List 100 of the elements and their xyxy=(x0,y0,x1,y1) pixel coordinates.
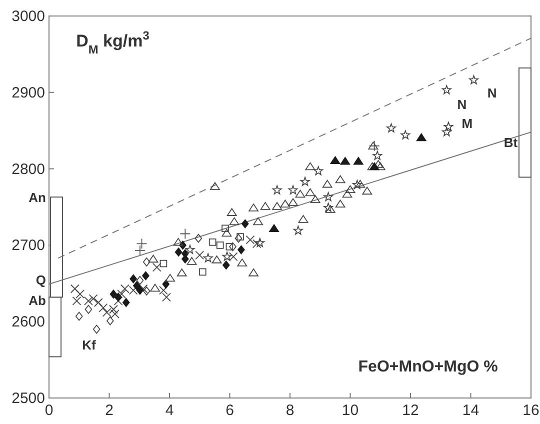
point xyxy=(305,162,316,170)
point xyxy=(210,182,220,190)
point xyxy=(180,228,191,240)
point xyxy=(310,195,320,203)
point xyxy=(442,85,452,94)
point xyxy=(114,296,123,306)
point xyxy=(229,217,240,226)
point xyxy=(314,166,324,176)
point xyxy=(252,239,262,248)
point xyxy=(253,217,264,226)
point xyxy=(293,226,303,235)
point xyxy=(272,202,282,210)
point xyxy=(75,312,83,321)
point xyxy=(248,268,258,276)
annotation: Bt xyxy=(504,135,518,150)
text: Q xyxy=(36,272,46,288)
point xyxy=(330,156,340,164)
point xyxy=(228,252,238,262)
point xyxy=(136,238,148,250)
point xyxy=(272,185,282,194)
y-axis-title: D$_{M}$ kg/m$^{3}$ xyxy=(76,28,150,57)
point xyxy=(246,235,255,244)
point xyxy=(335,175,346,184)
point xyxy=(159,286,168,295)
point xyxy=(238,245,245,254)
point xyxy=(444,122,454,131)
annotation: M xyxy=(462,116,473,131)
point xyxy=(342,190,352,198)
x-tick-label: 14 xyxy=(462,402,480,419)
point xyxy=(150,284,160,292)
x-tick-label: 6 xyxy=(226,402,234,419)
point xyxy=(160,260,168,268)
point xyxy=(142,286,150,296)
point xyxy=(195,250,204,260)
point xyxy=(130,274,137,284)
point xyxy=(174,248,182,257)
point xyxy=(110,290,118,299)
x-tick-label: 0 xyxy=(44,402,54,419)
point xyxy=(222,228,232,237)
point xyxy=(176,268,187,276)
point xyxy=(117,290,126,299)
point xyxy=(136,286,144,295)
point xyxy=(152,262,162,272)
point xyxy=(216,242,224,249)
point xyxy=(288,185,298,194)
point xyxy=(203,253,213,262)
point xyxy=(324,202,333,212)
point xyxy=(106,316,114,326)
point xyxy=(165,274,176,282)
point xyxy=(162,280,170,289)
x-tick-label: 16 xyxy=(522,402,540,419)
point xyxy=(92,324,100,334)
point xyxy=(114,292,122,302)
annotation: Kf xyxy=(82,338,97,353)
x-tick-label: 2 xyxy=(105,402,114,419)
point xyxy=(173,238,184,246)
point xyxy=(322,180,332,188)
point xyxy=(212,256,222,264)
annotation: N xyxy=(457,96,467,112)
point xyxy=(226,208,237,216)
point xyxy=(353,156,364,165)
point xyxy=(352,180,362,189)
x-tick-label: 4 xyxy=(165,402,174,419)
x-tick-label: 12 xyxy=(402,402,419,419)
point xyxy=(298,215,308,223)
point xyxy=(324,192,333,202)
point xyxy=(222,260,230,270)
point xyxy=(226,243,234,250)
point xyxy=(229,242,236,252)
point xyxy=(295,190,306,198)
point xyxy=(335,200,346,208)
point xyxy=(122,298,130,307)
point xyxy=(260,202,270,210)
point xyxy=(300,176,310,186)
point xyxy=(288,198,298,206)
point xyxy=(255,238,265,247)
point xyxy=(340,156,350,165)
point xyxy=(142,258,150,266)
point xyxy=(325,205,336,213)
point xyxy=(469,75,478,84)
point xyxy=(236,233,244,240)
point xyxy=(76,290,84,299)
x-axis-title: FeO+MnO+MgO % xyxy=(358,358,498,376)
point xyxy=(237,258,248,266)
point xyxy=(386,123,396,132)
text: An xyxy=(28,190,46,206)
point xyxy=(208,238,216,246)
point xyxy=(362,186,372,195)
point xyxy=(84,304,92,314)
point xyxy=(248,204,258,212)
point xyxy=(70,284,80,294)
point xyxy=(198,268,206,276)
point xyxy=(269,224,279,232)
point xyxy=(416,133,426,142)
point xyxy=(185,244,195,254)
point xyxy=(194,234,202,243)
annotation: N xyxy=(487,85,497,100)
x-tick-label: 8 xyxy=(286,402,294,419)
y-tick-label: 3000 xyxy=(12,8,45,25)
point xyxy=(355,180,366,188)
